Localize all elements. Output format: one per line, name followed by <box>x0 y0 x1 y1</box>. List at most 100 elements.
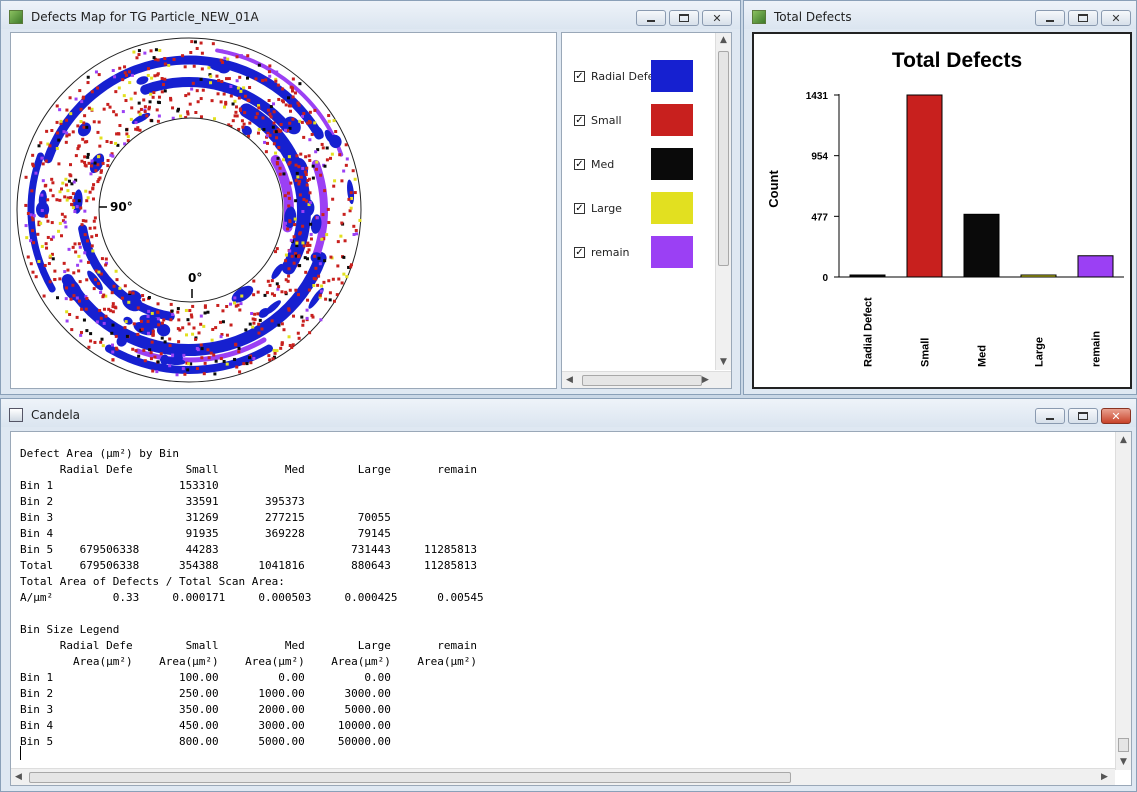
defect-point <box>219 58 223 62</box>
scrollbar-thumb[interactable] <box>29 772 791 783</box>
scroll-down-icon[interactable]: ▼ <box>720 357 727 367</box>
legend-color-swatch[interactable] <box>651 148 693 180</box>
defect-point <box>98 144 102 148</box>
close-button[interactable]: ✕ <box>702 10 732 26</box>
minimize-button[interactable] <box>1035 10 1065 26</box>
defect-point <box>203 304 207 308</box>
defect-point <box>332 119 336 123</box>
defect-point <box>237 346 241 350</box>
defect-point <box>191 304 195 308</box>
scroll-down-icon[interactable]: ▼ <box>1120 757 1127 767</box>
defect-point <box>81 96 85 100</box>
scrollbar-thumb[interactable] <box>1118 738 1129 752</box>
defect-point <box>276 287 280 291</box>
scroll-right-icon[interactable]: ▶ <box>702 375 709 385</box>
scrollbar-thumb[interactable] <box>718 51 729 266</box>
defect-point <box>87 345 91 349</box>
defect-point <box>134 349 138 353</box>
defect-point <box>24 224 28 228</box>
report-vertical-scrollbar[interactable]: ▲ ▼ <box>1115 432 1131 770</box>
defect-point <box>63 195 67 199</box>
scroll-up-icon[interactable]: ▲ <box>1120 435 1127 445</box>
defect-point <box>85 239 89 243</box>
legend-color-swatch[interactable] <box>651 192 693 224</box>
defect-point <box>40 208 44 212</box>
minimize-button[interactable] <box>1035 408 1065 424</box>
defect-point <box>276 128 280 132</box>
defect-point <box>234 342 238 346</box>
defects-map-titlebar[interactable]: Defects Map for TG Particle_NEW_01A ✕ <box>1 1 740 29</box>
defect-point <box>111 358 115 362</box>
defect-point <box>192 326 196 330</box>
defect-point <box>296 175 300 179</box>
close-button[interactable]: ✕ <box>1101 10 1131 26</box>
defect-cluster <box>136 76 149 85</box>
defect-point <box>105 139 109 143</box>
maximize-icon <box>1078 412 1088 420</box>
defect-point <box>299 152 303 156</box>
legend-color-swatch[interactable] <box>651 104 693 136</box>
scrollbar-thumb[interactable] <box>582 375 702 386</box>
defect-point <box>214 359 218 363</box>
legend-checkbox[interactable]: ✓ <box>574 114 585 126</box>
report-horizontal-scrollbar[interactable]: ◀ ▶ <box>11 768 1115 785</box>
defect-point <box>71 192 75 196</box>
defect-point <box>307 288 311 292</box>
legend-color-swatch[interactable] <box>651 236 693 268</box>
legend-color-swatch[interactable] <box>651 60 693 92</box>
legend-checkbox[interactable]: ✓ <box>574 70 585 82</box>
defect-point <box>272 348 276 352</box>
defect-point <box>340 221 344 225</box>
bar-chart: Total Defects Count 1431 954 477 0 Radial De… <box>766 49 1124 367</box>
legend-checkbox[interactable]: ✓ <box>574 246 585 258</box>
defect-point <box>307 203 311 207</box>
defect-cluster <box>156 323 171 337</box>
defect-point <box>160 77 164 81</box>
scroll-right-icon[interactable]: ▶ <box>1101 772 1108 782</box>
defect-point <box>276 83 280 87</box>
defect-point <box>299 175 303 179</box>
report-text-area[interactable]: Defect Area (µm²) by Bin Radial Defe Sma… <box>10 431 1132 786</box>
legend-item[interactable]: ✓ Large <box>574 191 661 225</box>
defect-point <box>82 121 86 125</box>
defect-point <box>210 338 214 342</box>
defect-point <box>316 148 320 152</box>
legend-item[interactable]: ✓ remain <box>574 235 661 269</box>
defect-point <box>336 264 340 268</box>
legend-item[interactable]: ✓ Med <box>574 147 661 181</box>
defect-point <box>123 71 127 75</box>
close-button[interactable]: ✕ <box>1101 408 1131 424</box>
defect-point <box>72 271 76 275</box>
scroll-left-icon[interactable]: ◀ <box>566 375 573 385</box>
legend-vertical-scrollbar[interactable]: ▲ ▼ <box>715 33 731 370</box>
legend-horizontal-scrollbar[interactable]: ◀ ▶ <box>562 371 731 388</box>
defect-point <box>272 142 276 146</box>
defect-point <box>100 337 104 341</box>
maximize-button[interactable] <box>1068 408 1098 424</box>
defect-point <box>71 283 75 287</box>
defect-point <box>298 180 302 184</box>
scroll-up-icon[interactable]: ▲ <box>720 35 727 45</box>
maximize-button[interactable] <box>669 10 699 26</box>
defect-point <box>24 175 28 179</box>
defect-point <box>200 67 204 71</box>
defect-point <box>288 121 292 125</box>
defect-point <box>238 75 242 79</box>
candela-titlebar[interactable]: Candela ✕ <box>1 399 1136 427</box>
defect-point <box>50 221 54 225</box>
legend-item[interactable]: ✓ Small <box>574 103 661 137</box>
maximize-button[interactable] <box>1068 10 1098 26</box>
defect-point <box>291 77 295 81</box>
legend-checkbox[interactable]: ✓ <box>574 202 585 214</box>
y-tick-label: 1431 <box>806 91 829 102</box>
legend-item[interactable]: ✓ Radial Defe <box>574 59 661 93</box>
legend-checkbox[interactable]: ✓ <box>574 158 585 170</box>
defect-point <box>83 209 87 213</box>
total-defects-titlebar[interactable]: Total Defects ✕ <box>744 1 1136 29</box>
defect-point <box>131 291 135 295</box>
minimize-button[interactable] <box>636 10 666 26</box>
defect-point <box>74 97 78 101</box>
scroll-left-icon[interactable]: ◀ <box>15 772 22 782</box>
defect-point <box>153 355 157 359</box>
wafer-map-canvas[interactable]: 90° 0° <box>10 32 557 389</box>
